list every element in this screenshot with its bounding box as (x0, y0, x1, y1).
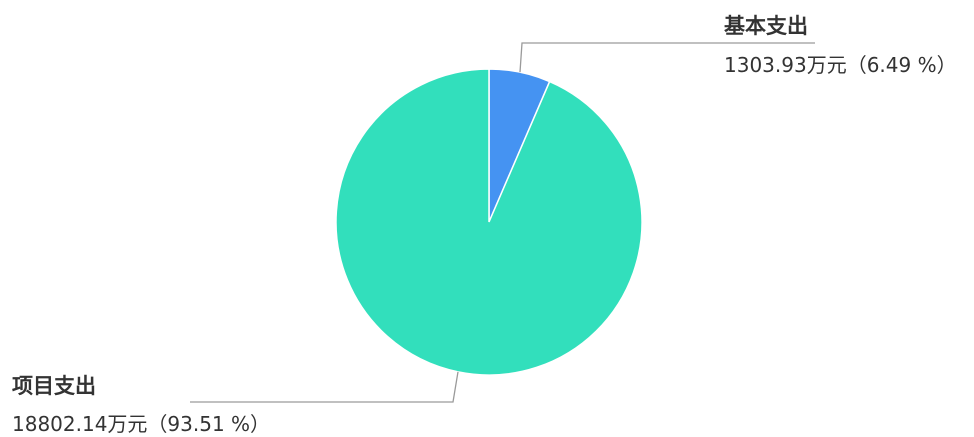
slice-label-value: 18802.14万元（93.51 %） (12, 412, 270, 436)
slice-label-name: 项目支出 (12, 374, 96, 398)
leader-lines (190, 42, 815, 403)
leader-line (190, 371, 459, 403)
slice-label-value: 1303.93万元（6.49 %） (724, 53, 957, 77)
leader-line (519, 42, 815, 73)
pie-slice (335, 68, 643, 376)
pie-slices (335, 68, 643, 376)
slice-label-name: 基本支出 (724, 14, 808, 38)
